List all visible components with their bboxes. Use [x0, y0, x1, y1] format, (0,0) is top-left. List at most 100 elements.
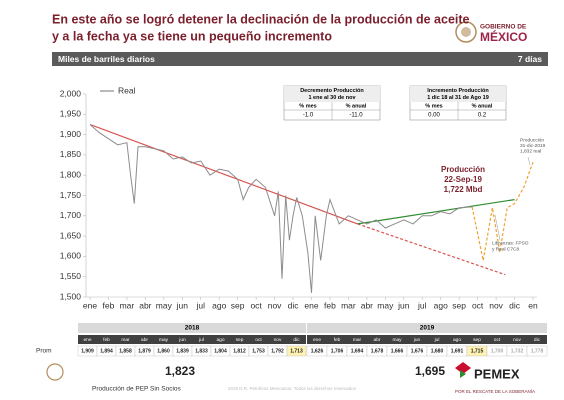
month-header-bg: [78, 335, 306, 344]
logo-line: MÉXICO: [480, 29, 527, 44]
annotation: 22-Sep-19: [444, 175, 482, 184]
value-cell-text: 1,680: [431, 348, 444, 354]
summary-value: 0.2: [478, 113, 487, 119]
logo-line: GOBIERNO DE: [480, 24, 527, 31]
month-header: abr: [374, 337, 381, 343]
value-cell-text: 1,778: [531, 348, 544, 354]
x-tick-label: may: [377, 300, 394, 310]
annotation: Producción: [520, 137, 544, 143]
x-tick-label: abr: [361, 300, 373, 310]
month-header: oct: [494, 337, 501, 343]
x-tick-label: feb: [324, 300, 336, 310]
x-tick-label: ago: [434, 300, 448, 310]
x-tick-label: abr: [139, 300, 151, 310]
summary-header-bg: [410, 86, 506, 102]
month-header: mar: [353, 337, 362, 343]
series-line: [89, 124, 473, 293]
trend-line: [357, 223, 506, 276]
month-header: jul: [198, 337, 204, 343]
year-header-bg: [78, 323, 306, 333]
value-cell-text: 1,666: [391, 348, 404, 354]
month-header: feb: [103, 337, 110, 343]
year-average: 1,695: [415, 364, 445, 378]
annotation: Libranzas: FPSO: [492, 240, 529, 246]
brand: PEMEX: [474, 366, 520, 381]
month-header: jul: [434, 337, 440, 343]
x-tick-label: nov: [489, 300, 503, 310]
banner: [52, 52, 548, 66]
trend-line: [89, 123, 358, 225]
value-cell-text: 1,715: [471, 348, 484, 354]
month-header: dic: [534, 337, 541, 343]
x-tick-label: nov: [268, 300, 282, 310]
x-tick-label: en: [528, 300, 538, 310]
y-tick-label: 1,500: [60, 291, 82, 301]
trend-line: [357, 199, 515, 225]
logo-emblem: [455, 21, 477, 43]
value-cell-text: 1,753: [252, 348, 265, 354]
month-header: mar: [121, 337, 130, 343]
x-tick-label: sep: [231, 300, 245, 310]
month-header: nov: [274, 338, 282, 343]
value-cell-text: 1,909: [81, 348, 94, 354]
value-cell-text: 1,694: [351, 348, 364, 354]
annotation: 31-dic-2019: [520, 143, 546, 149]
summary-title: Incremento Producción: [427, 88, 489, 94]
year-header: 2019: [420, 325, 435, 332]
month-header: ene: [83, 338, 91, 343]
month-header: sep: [473, 338, 481, 343]
legend-label: Real: [118, 85, 136, 95]
annotation-leader: [494, 214, 501, 241]
value-cell-text: 1,879: [138, 348, 151, 354]
x-tick-label: may: [156, 300, 173, 310]
summary-title: 1 dic 18 al 31 de Ago 19: [427, 95, 489, 101]
summary-header-bg: [284, 86, 380, 102]
year-header: 2018: [185, 325, 200, 332]
x-tick-label: dic: [288, 300, 300, 310]
table-note: Producción de PEP Sin Socios: [92, 386, 182, 393]
value-cell-text: 1,812: [233, 348, 246, 354]
month-header: abr: [141, 337, 148, 343]
y-tick-label: 1,900: [60, 129, 82, 139]
value-cell-text: 1,732: [511, 348, 524, 354]
x-tick-label: mar: [341, 300, 356, 310]
row-label: Prom: [36, 348, 52, 355]
value-cell-text: 1,860: [157, 348, 170, 354]
value-cell-text: 1,804: [214, 348, 227, 354]
summary-col-header: % anual: [346, 103, 367, 109]
title-line: y a la fecha ya se tiene un pequeño incr…: [52, 29, 332, 43]
value-cell-text: 1,833: [195, 348, 208, 354]
month-header: ene: [313, 338, 321, 343]
value-cell-text: 1,691: [451, 348, 464, 354]
x-tick-label: ene: [83, 300, 97, 310]
month-header: jun: [178, 337, 186, 343]
annotation: 1,832 real: [520, 148, 541, 154]
y-tick-label: 1,700: [60, 210, 82, 220]
value-cell-text: 1,678: [371, 348, 384, 354]
x-tick-label: jun: [397, 300, 410, 310]
banner-left: Miles de barriles diarios: [58, 54, 155, 64]
value-cell-text: 1,792: [271, 348, 284, 354]
y-tick-label: 1,550: [60, 271, 82, 281]
month-header: ago: [216, 338, 224, 343]
month-header: sep: [236, 338, 244, 343]
summary-col-header: % anual: [472, 103, 493, 109]
slogan: POR EL RESCATE DE LA SOBERANÍA: [455, 388, 535, 394]
summary-col-header: % mes: [299, 103, 316, 109]
month-header: ago: [453, 338, 461, 343]
trend-line: [471, 161, 534, 261]
month-header: feb: [334, 337, 341, 343]
y-tick-label: 1,650: [60, 230, 82, 240]
summary-col-header: % mes: [425, 103, 442, 109]
eagle-emblem: [46, 363, 64, 381]
value-cell-text: 1,839: [176, 348, 189, 354]
summary-title: Decremento Producción: [300, 88, 364, 94]
month-header: may: [392, 338, 402, 343]
summary-value: -11.0: [349, 113, 363, 119]
x-tick-label: jul: [195, 300, 205, 310]
value-cell-text: 1,700: [491, 348, 504, 354]
x-tick-label: oct: [472, 300, 484, 310]
month-header-bg: [307, 335, 547, 344]
month-header: oct: [255, 337, 262, 343]
annotation-leader: [527, 156, 531, 166]
